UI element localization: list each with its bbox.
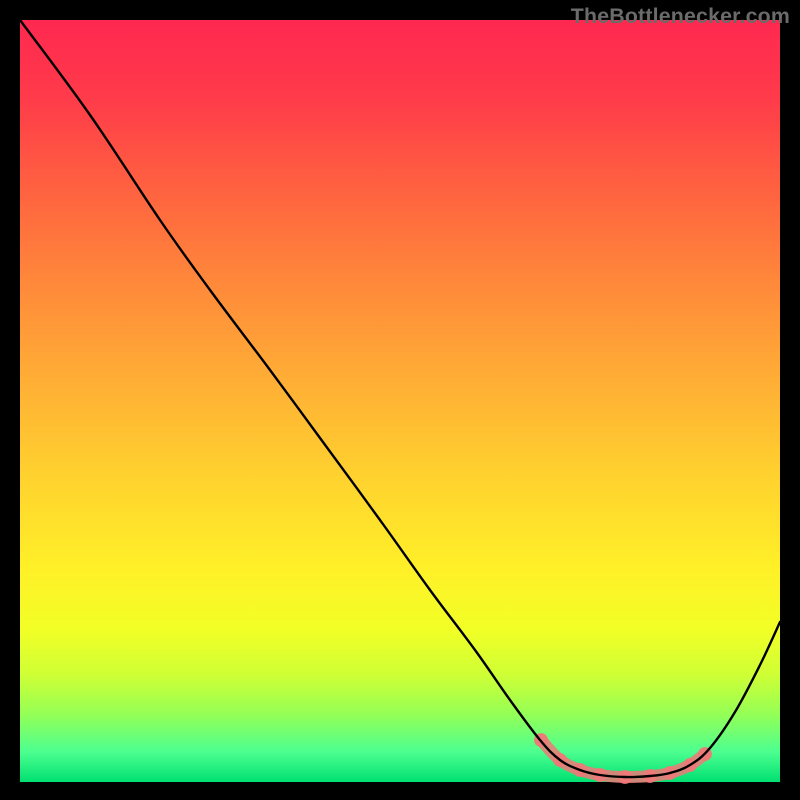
chart-stage: TheBottlenecker.com (0, 0, 800, 800)
bottleneck-curve-chart (0, 0, 800, 800)
watermark-text: TheBottlenecker.com (571, 4, 790, 29)
plot-background (20, 20, 780, 782)
